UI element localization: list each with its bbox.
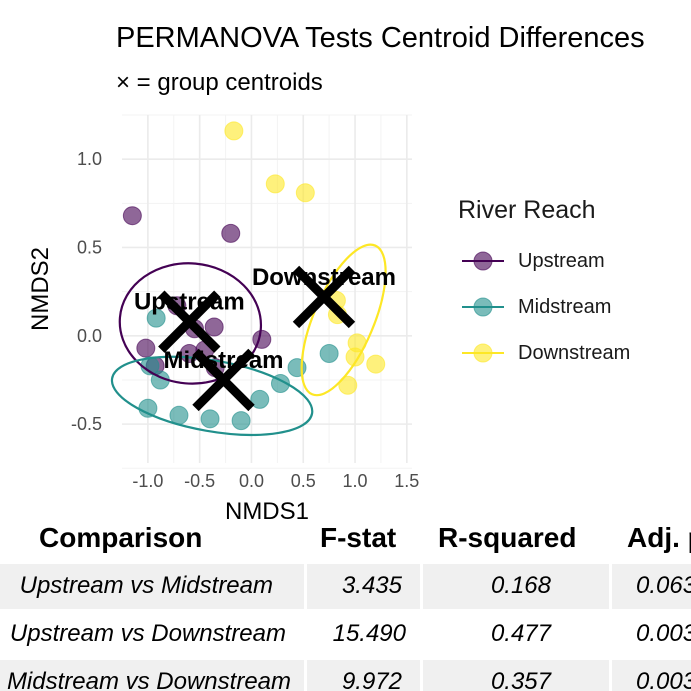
centroid-marker-downstream xyxy=(292,265,356,329)
legend-item-midstream: Midstream xyxy=(458,292,688,322)
table-cell-comparison: Midstream vs Downstream xyxy=(6,668,291,691)
table-cell-fstat: 3.435 xyxy=(341,572,402,599)
table-cell-rsquared: 0.357 xyxy=(490,668,551,691)
data-point-upstream xyxy=(252,329,272,349)
x-tick-label: 1.0 xyxy=(343,471,368,491)
table-cell-fstat: 9.972 xyxy=(341,668,402,691)
table-row: Upstream vs Downstream 15.490 0.477 0.00… xyxy=(0,612,691,657)
y-tick-label: 0.5 xyxy=(77,237,102,257)
legend-title: River Reach xyxy=(458,196,596,224)
data-point-midstream xyxy=(231,411,251,431)
data-point-downstream xyxy=(338,375,358,395)
x-axis-label: NMDS1 xyxy=(225,498,309,520)
legend-label-upstream: Upstream xyxy=(518,250,605,272)
data-point-upstream xyxy=(204,317,224,337)
data-point-midstream xyxy=(169,405,189,425)
x-tick-label: -0.5 xyxy=(184,471,215,491)
legend-key-downstream xyxy=(462,343,504,363)
table-cell-comparison: Upstream vs Midstream xyxy=(19,572,273,599)
x-tick-label: 0.5 xyxy=(291,471,316,491)
legend-key-midstream xyxy=(462,297,504,317)
legend-item-downstream: Downstream xyxy=(458,338,688,368)
table-header-fstat: F-stat xyxy=(320,522,397,553)
y-tick-label: 1.0 xyxy=(77,149,102,169)
data-point-midstream xyxy=(287,358,307,378)
table-cell-adjp: 0.003 xyxy=(636,620,691,647)
data-point-downstream xyxy=(366,354,386,374)
data-point-upstream xyxy=(122,206,142,226)
data-point-midstream xyxy=(200,409,220,429)
legend-key-upstream xyxy=(462,251,504,271)
table-cell-adjp: 0.003 xyxy=(636,668,691,691)
series-midstream xyxy=(138,308,339,431)
data-point-midstream xyxy=(146,308,166,328)
table-row: Upstream vs Midstream 3.435 0.168 0.063 xyxy=(0,564,691,609)
table-header-comparison: Comparison xyxy=(39,522,203,553)
table-row: Midstream vs Downstream 9.972 0.357 0.00… xyxy=(0,660,691,691)
chart-subtitle: × = group centroids xyxy=(116,69,323,96)
centroid-label-downstream: Downstream xyxy=(252,264,396,291)
data-point-midstream xyxy=(250,389,270,409)
x-tick-label: 0.0 xyxy=(239,471,264,491)
data-point-midstream xyxy=(319,343,339,363)
confidence-ellipse-midstream xyxy=(110,355,314,436)
table-cell-rsquared: 0.477 xyxy=(490,620,551,647)
x-tick-label: -1.0 xyxy=(132,471,163,491)
nmds-plot: -1.0 -0.5 0.0 0.5 1.0 1.5 -0.5 0.0 0.5 1.0 NMDS1 NM… xyxy=(27,114,419,520)
table-cell-rsquared: 0.168 xyxy=(490,572,551,599)
data-point-upstream xyxy=(136,338,156,358)
centroid-marker-upstream xyxy=(158,290,221,353)
data-point-upstream xyxy=(221,223,241,243)
legend-label-downstream: Downstream xyxy=(518,342,631,364)
y-tick-label: -0.5 xyxy=(71,414,102,434)
table-header-adjp: Adj. p xyxy=(627,522,691,553)
x-tick-label: 1.5 xyxy=(394,471,419,491)
centroid-marker-midstream xyxy=(192,348,255,412)
data-point-downstream xyxy=(345,347,365,367)
chart-title: PERMANOVA Tests Centroid Differences xyxy=(116,22,645,54)
centroid-label-upstream: Upstream xyxy=(134,289,245,316)
legend-item-upstream: Upstream xyxy=(458,246,688,276)
table-cell-comparison: Upstream vs Downstream xyxy=(9,620,286,647)
table-cell-fstat: 15.490 xyxy=(332,620,406,647)
centroid-label-midstream: Midstream xyxy=(163,347,283,374)
table-cell-adjp: 0.063 xyxy=(636,572,691,599)
data-point-downstream xyxy=(224,121,244,141)
y-tick-label: 0.0 xyxy=(77,326,102,346)
table-header-rsquared: R-squared xyxy=(438,522,577,553)
data-point-downstream xyxy=(295,183,315,203)
data-point-downstream xyxy=(265,174,285,194)
confidence-ellipse-upstream xyxy=(118,262,263,385)
y-axis-label: NMDS2 xyxy=(27,247,54,331)
legend-label-midstream: Midstream xyxy=(518,296,612,318)
permanova-results-table: Comparison F-stat R-squared Adj. p Upstr… xyxy=(0,514,691,691)
